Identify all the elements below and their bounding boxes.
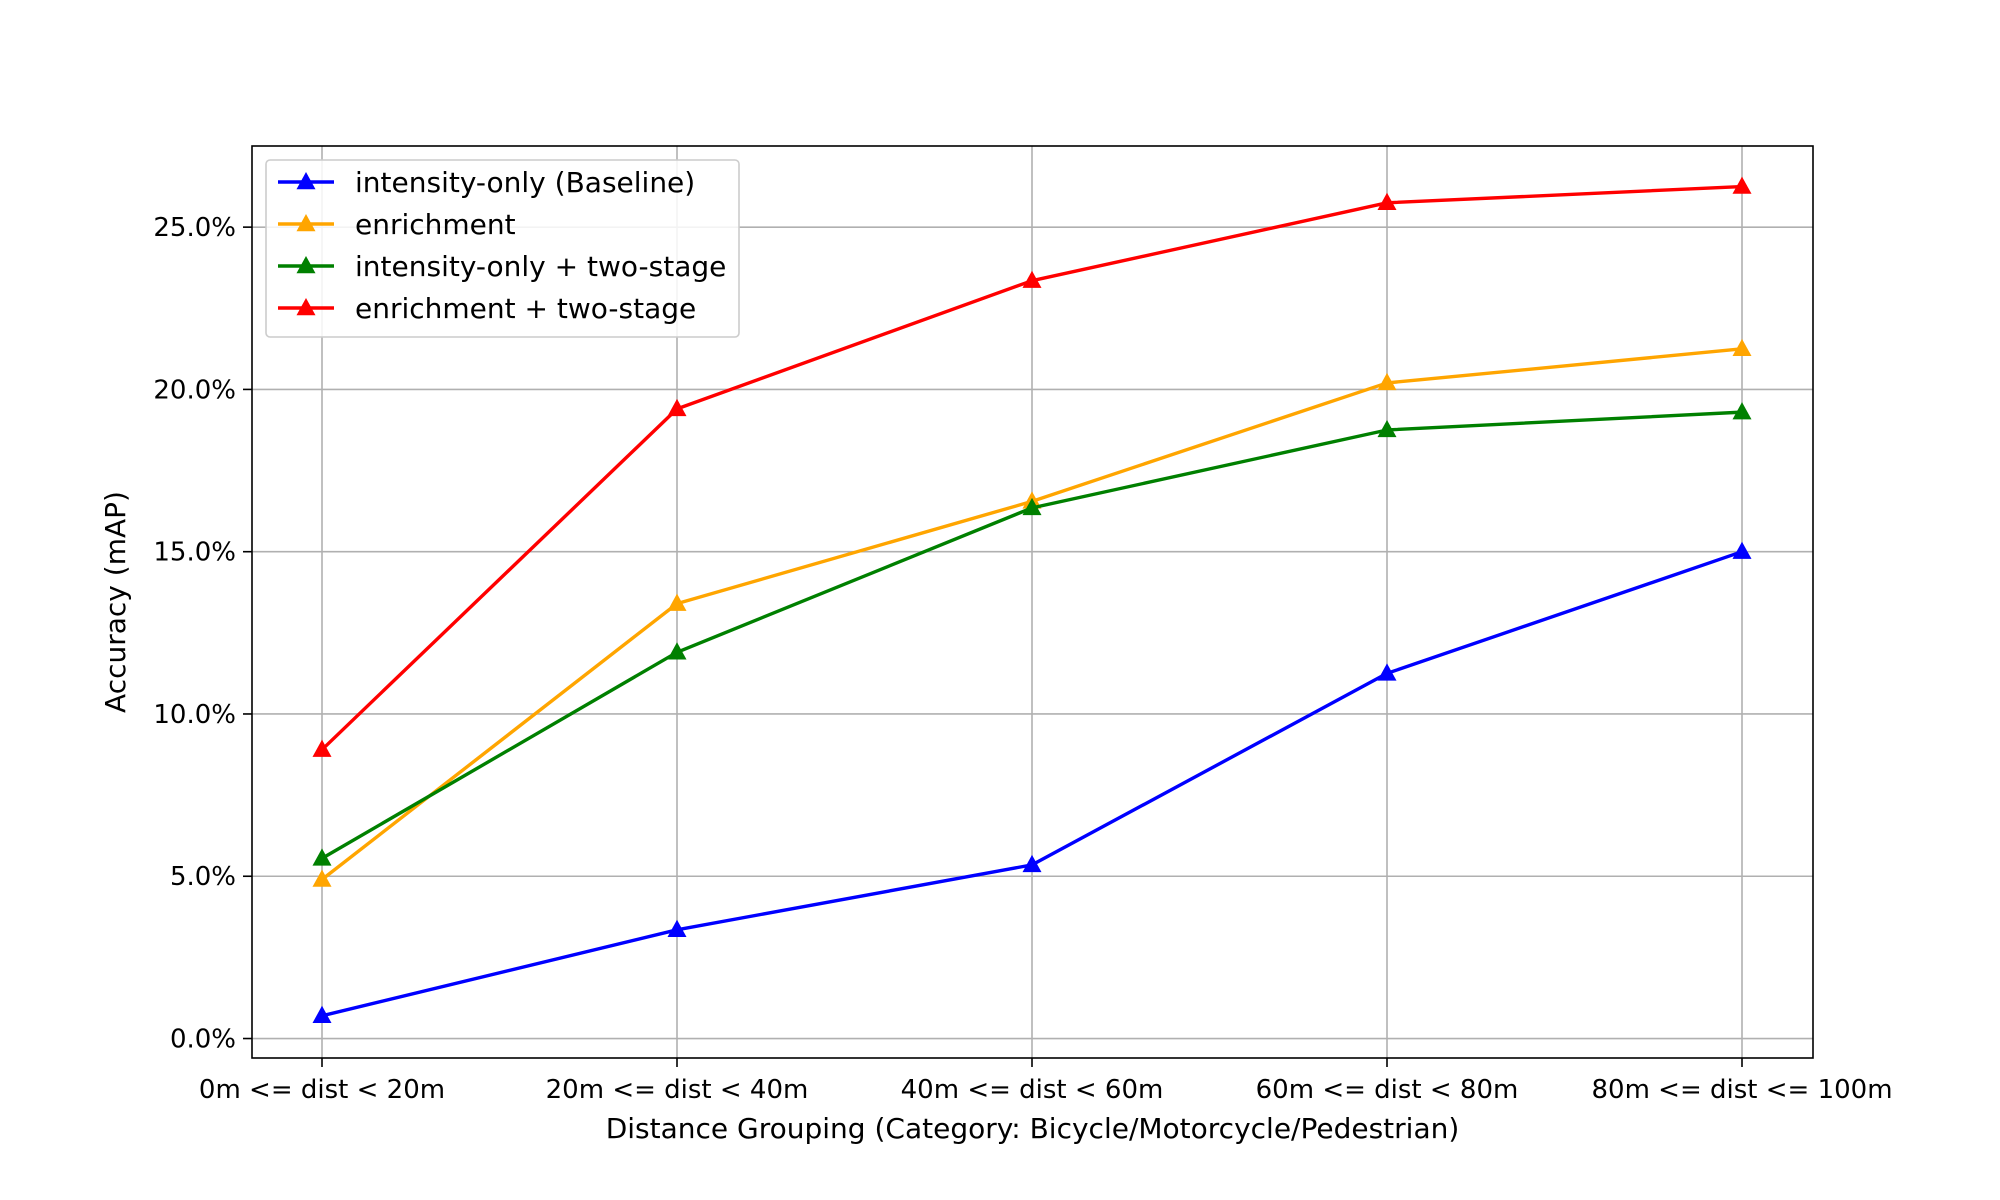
data-point [1732,176,1752,194]
data-point [1022,270,1042,288]
y-tick-label: 5.0% [170,862,236,892]
data-point [1022,854,1042,873]
data-point [312,1005,332,1024]
x-tick-label: 80m <= dist <= 100m [1591,1075,1892,1105]
legend-label: intensity-only + two-stage [355,250,726,283]
series-enrichment-two-stage [312,176,1752,757]
data-point [312,848,332,866]
legend-item: intensity-only + two-stage [278,250,726,283]
series-group [312,176,1752,1024]
legend-label: enrichment [355,208,516,241]
series-intensity-only-baseline- [312,541,1752,1024]
data-point [1377,419,1397,438]
axis-ticks: 0m <= dist < 20m 20m <= dist < 40m 40m <= … [153,213,1892,1105]
data-point [1732,338,1752,357]
data-point [1732,402,1752,420]
legend-marker [296,298,316,316]
x-tick-label: 40m <= dist < 60m [901,1075,1164,1105]
x-tick-label: 0m <= dist < 20m [199,1075,445,1105]
data-point [1022,497,1042,516]
data-point [1377,372,1397,391]
legend: intensity-only (Baseline) enrichment inten… [265,159,740,338]
y-tick-label: 0.0% [170,1025,236,1055]
data-point [667,642,687,660]
y-axis-label: Accuracy (mAP) [99,491,132,713]
series-intensity-only-two-stage [312,402,1752,866]
data-point [1377,663,1397,681]
data-point [312,739,332,757]
legend-item: intensity-only (Baseline) [278,166,695,199]
x-axis-label: Distance Grouping (Category: Bicycle/Mot… [606,1112,1460,1145]
legend-item: enrichment + two-stage [278,292,696,325]
data-point [1377,192,1397,210]
legend-label: enrichment + two-stage [355,292,696,325]
x-tick-label: 20m <= dist < 40m [546,1075,809,1105]
y-tick-label: 10.0% [153,700,236,730]
y-tick-label: 25.0% [153,213,236,243]
y-tick-label: 20.0% [153,375,236,405]
legend-marker [296,214,316,232]
data-point [1732,541,1752,559]
data-point [312,869,332,887]
data-point [667,398,687,417]
legend-item: enrichment [278,208,516,241]
legend-marker [296,172,316,190]
legend-label: intensity-only (Baseline) [355,166,695,199]
data-point [667,919,687,938]
y-tick-label: 15.0% [153,538,236,568]
grid-lines [252,146,1813,1058]
x-tick-label: 60m <= dist < 80m [1256,1075,1519,1105]
legend-box [265,159,740,338]
legend-marker [296,256,316,274]
data-point [667,593,687,611]
